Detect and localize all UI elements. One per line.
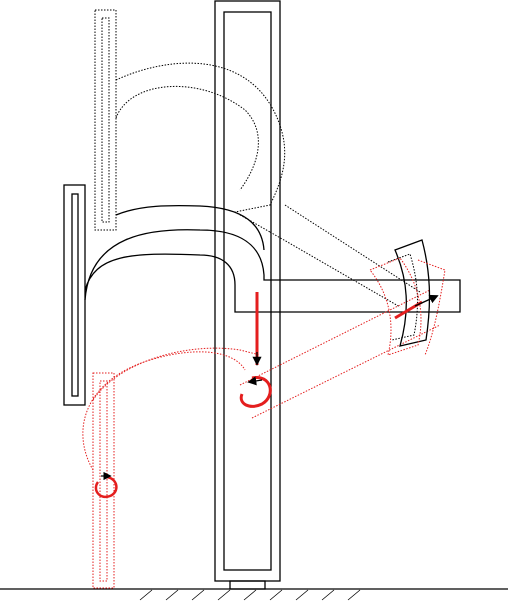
- swivel-head: [369, 239, 446, 356]
- fixed-column: [214, 0, 281, 590]
- previous-linkage-position: [94, 9, 421, 308]
- ground-hatch: [139, 589, 361, 601]
- next-linkage-position: [82, 289, 441, 589]
- rotation-arrow-center: [239, 376, 272, 408]
- rotation-arrow-lower-left: [94, 471, 118, 499]
- ground: [0, 588, 508, 601]
- head-motion-arrow: [394, 294, 439, 320]
- current-linkage: [63, 184, 461, 406]
